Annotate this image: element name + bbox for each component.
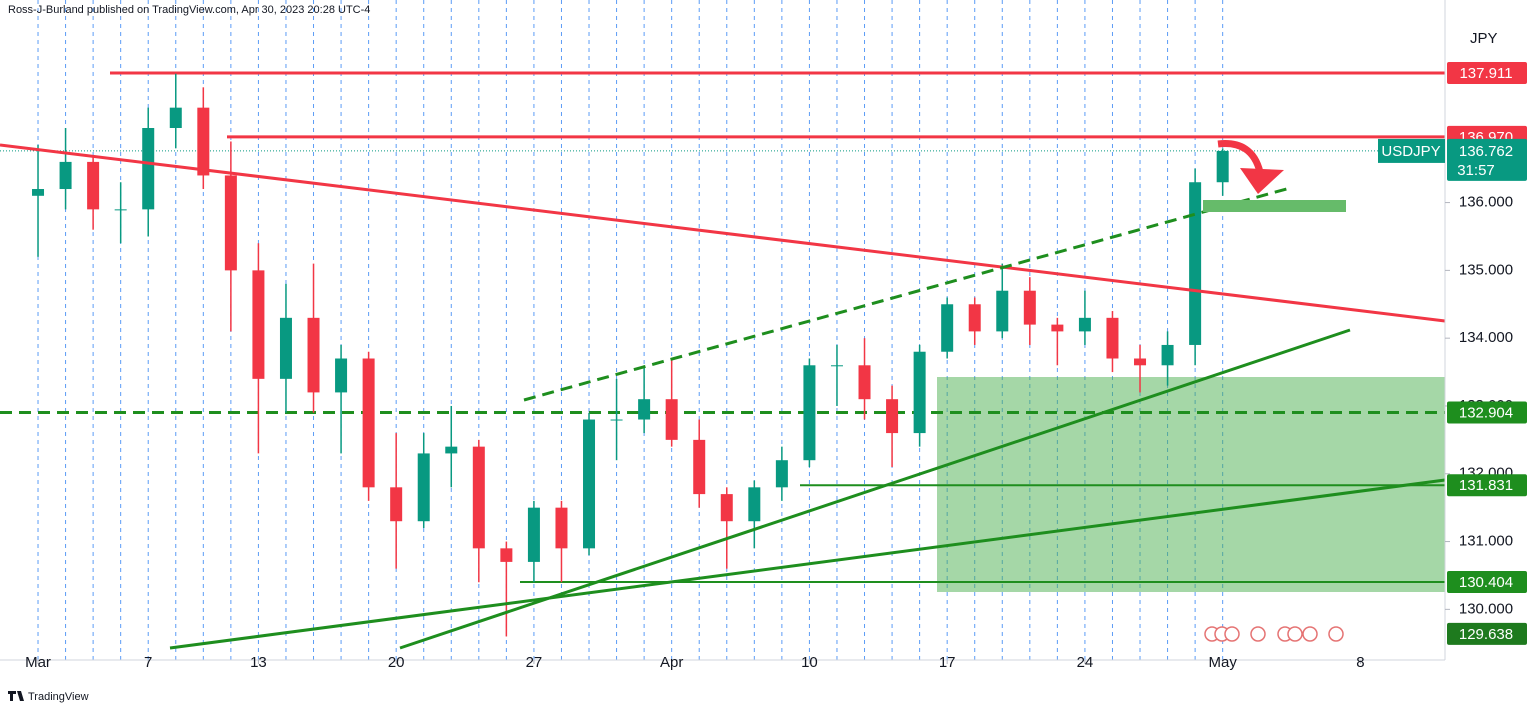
level-label: 129.638 <box>1459 626 1513 643</box>
publisher: Ross-J-Burland published on TradingView.… <box>8 4 370 16</box>
candle-body <box>32 189 45 196</box>
candle-body <box>527 507 540 562</box>
candle-body <box>1216 150 1229 183</box>
candle-body <box>583 419 596 549</box>
candle-body <box>748 487 761 522</box>
candle-body <box>390 487 403 522</box>
x-tick-label: 24 <box>1077 654 1094 671</box>
x-tick-label: 10 <box>801 654 818 671</box>
candle-body <box>1051 324 1064 332</box>
candle-body <box>610 419 623 421</box>
x-tick-label: 13 <box>250 654 267 671</box>
arrow <box>1217 140 1264 174</box>
candle-body <box>638 399 651 420</box>
candle-body <box>555 507 568 549</box>
candle-body <box>417 453 430 522</box>
y-tick-label: 131.000 <box>1459 533 1513 550</box>
level-label-bg <box>1447 474 1527 497</box>
x-tick-label: Apr <box>660 654 683 671</box>
candle-body <box>59 161 72 190</box>
axes: 130.000131.000132.000133.000134.000135.0… <box>25 62 1527 671</box>
arrow-head <box>1240 168 1284 194</box>
support-trendline <box>169 478 1446 650</box>
candle-body <box>307 317 320 393</box>
x-tick-label: 27 <box>526 654 543 671</box>
brand-logo <box>8 691 24 701</box>
candle-body <box>665 399 678 440</box>
candle-body <box>87 161 100 210</box>
candle-body <box>858 365 871 400</box>
price-axis <box>1445 0 1536 680</box>
candle-body <box>886 399 899 434</box>
candle-body <box>142 128 155 210</box>
level-label-bg <box>1447 570 1527 593</box>
event-icons <box>1204 626 1344 642</box>
y-tick-label: 134.000 <box>1459 329 1513 346</box>
last-price-bg <box>1447 138 1527 181</box>
candle-body <box>1161 344 1174 366</box>
y-tick-label: 130.000 <box>1459 600 1513 617</box>
brand: TradingView <box>28 691 89 703</box>
level-label-bg <box>1447 401 1527 424</box>
x-tick-label: 8 <box>1356 654 1364 671</box>
level-label-bg <box>1447 62 1527 85</box>
candle-body <box>913 351 926 434</box>
x-tick-label: May <box>1208 654 1237 671</box>
y-tick-label: 135.000 <box>1459 261 1513 278</box>
symbol-label-bg <box>1378 138 1445 163</box>
footer: TradingView <box>8 691 89 703</box>
candle-body <box>279 317 292 379</box>
candle-body <box>968 304 981 332</box>
channel-trendline <box>523 186 1291 402</box>
candle-body <box>1134 358 1147 366</box>
x-tick-label: Mar <box>25 654 51 671</box>
candle-body <box>472 446 485 549</box>
resistance-trendline <box>0 143 1446 323</box>
candle-body <box>500 548 513 562</box>
x-tick-label: 7 <box>144 654 152 671</box>
candle-body <box>1023 290 1036 325</box>
candle-body <box>445 446 458 454</box>
currency: JPY <box>1470 30 1498 47</box>
target-zone <box>1203 200 1346 212</box>
candle-body <box>362 358 375 488</box>
x-tick-label: 20 <box>388 654 405 671</box>
candle-body <box>169 107 182 128</box>
candle-body <box>996 290 1009 332</box>
x-tick-label: 17 <box>939 654 956 671</box>
candle-body <box>941 304 954 352</box>
candle-body <box>1189 182 1202 345</box>
y-tick-label: 136.000 <box>1459 194 1513 211</box>
drawings <box>0 140 1446 650</box>
level-label: 132.904 <box>1459 404 1513 421</box>
level-label: 137.911 <box>1459 65 1512 82</box>
candle-body <box>720 494 733 522</box>
last-price-label: 136.762 <box>1459 143 1513 160</box>
level-label: 131.831 <box>1459 477 1513 494</box>
candle-body <box>224 175 237 271</box>
candle-body <box>114 209 127 211</box>
candle-body <box>803 365 816 461</box>
support-trendline <box>399 328 1351 650</box>
candle-body <box>197 107 210 176</box>
candle-body <box>830 365 843 367</box>
candle-body <box>775 460 788 488</box>
level-label: 130.404 <box>1459 574 1513 591</box>
level-label-bg <box>1447 622 1527 645</box>
candle-body <box>1078 317 1091 332</box>
candle-body <box>252 270 265 379</box>
countdown: 31:57 <box>1457 162 1495 179</box>
time-axis <box>0 660 1536 712</box>
candle-body <box>693 439 706 495</box>
candle-body <box>335 358 348 393</box>
candle-body <box>1106 317 1119 359</box>
symbol-label: USDJPY <box>1381 143 1440 160</box>
